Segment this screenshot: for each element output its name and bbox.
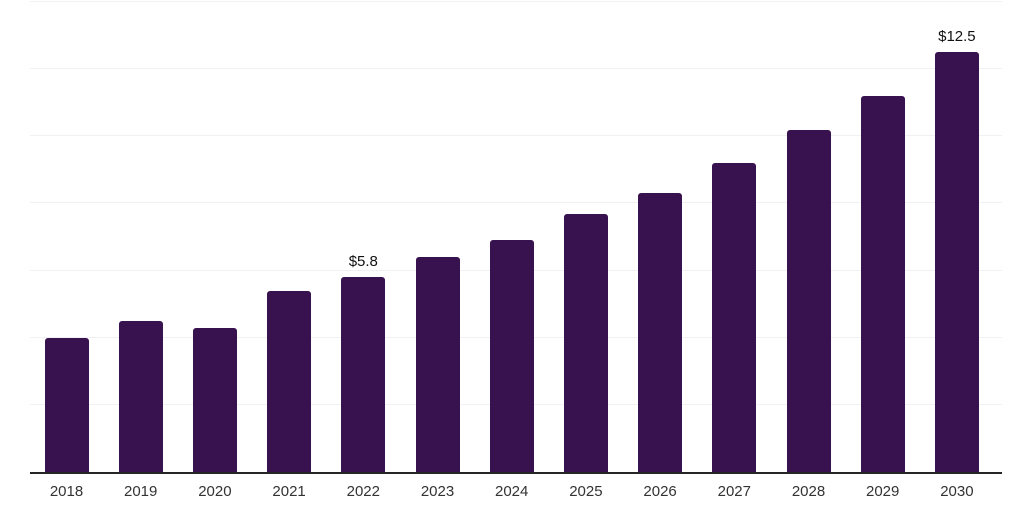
bar-2027	[712, 163, 757, 472]
x-tick-label-2030: 2030	[940, 483, 974, 500]
x-tick-label-2023: 2023	[420, 483, 455, 500]
x-tick-label-2019: 2019	[124, 483, 158, 500]
x-tick-label-2021: 2021	[272, 483, 306, 500]
bar-2026	[638, 193, 683, 472]
x-tick-label-2018: 2018	[49, 483, 84, 500]
data-label-2022: $5.8	[348, 253, 378, 271]
gridline-14	[30, 1, 1002, 2]
x-tick-label-2027: 2027	[717, 483, 751, 500]
x-tick-label-2024: 2024	[495, 483, 529, 500]
bar-2024	[489, 240, 534, 472]
gridline-12	[30, 68, 1002, 70]
gridline-8	[30, 202, 1002, 204]
x-axis-line	[30, 472, 1002, 474]
bar-2023	[415, 257, 460, 472]
x-tick-label-2022: 2022	[346, 483, 380, 500]
plot-area: $5.8 $12.5	[30, 1, 1002, 474]
x-tick-label-2020: 2020	[198, 483, 232, 500]
bar-2018	[44, 337, 89, 472]
bar-2028	[786, 129, 831, 472]
x-tick-label-2026: 2026	[643, 483, 677, 500]
x-tick-label-2029: 2029	[866, 483, 900, 500]
data-label-2030: $12.5	[938, 28, 976, 46]
bar-2030	[934, 52, 979, 472]
x-tick-label-2025: 2025	[569, 483, 603, 500]
bar-2020	[192, 327, 237, 472]
bar-2022	[341, 277, 386, 472]
gridline-10	[30, 135, 1002, 137]
bar-2021	[267, 290, 312, 472]
x-tick-label-2028: 2028	[791, 483, 826, 500]
bar-2019	[118, 320, 163, 472]
bar-2025	[563, 213, 608, 472]
bar-2029	[860, 96, 905, 472]
